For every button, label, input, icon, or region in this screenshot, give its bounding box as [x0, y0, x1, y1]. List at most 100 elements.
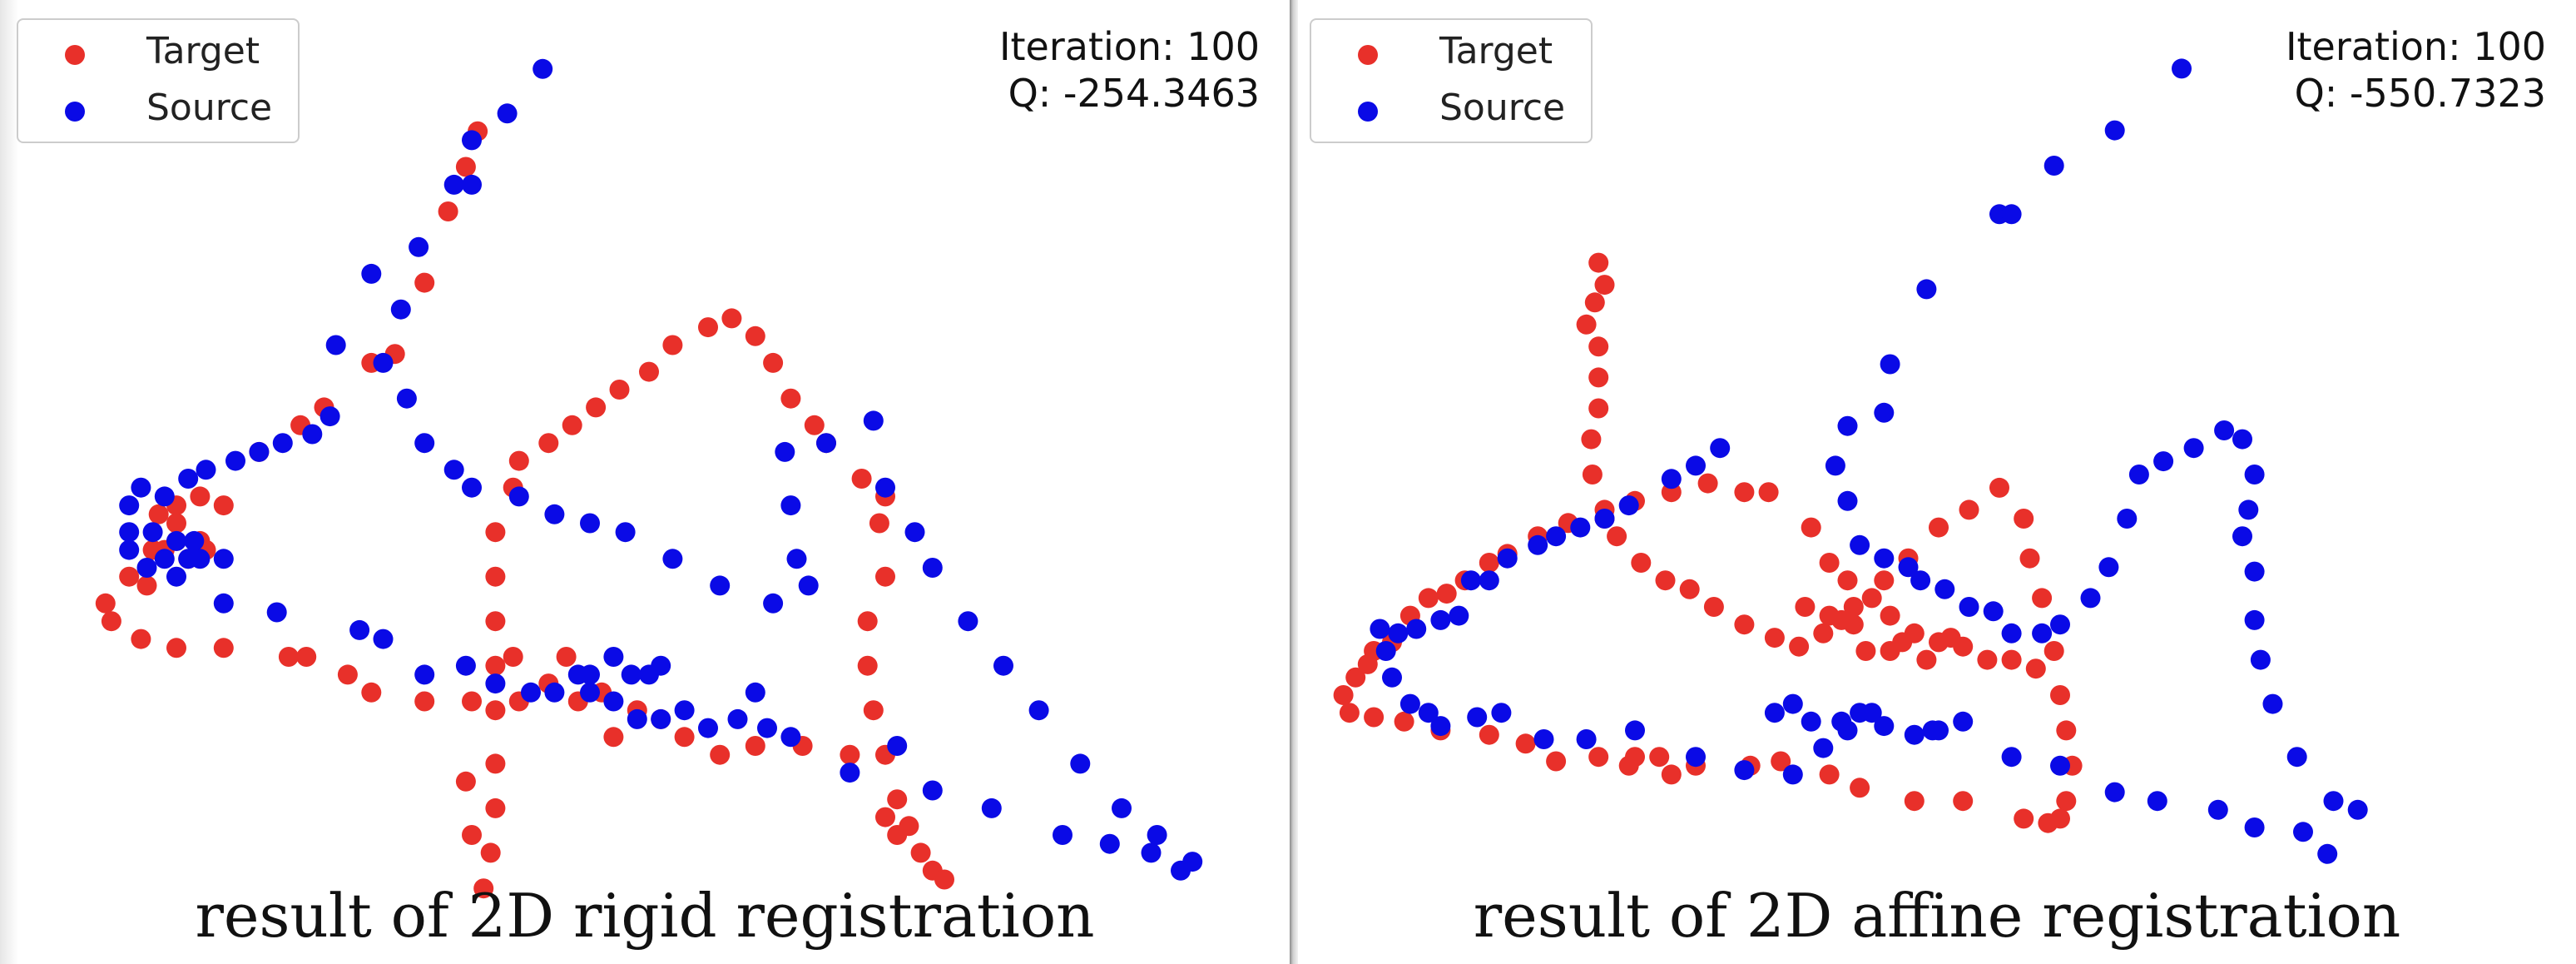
- target-point: [562, 415, 582, 435]
- target-point: [869, 513, 889, 534]
- source-point: [1929, 720, 1949, 741]
- source-point: [544, 504, 565, 524]
- source-point: [1491, 703, 1512, 723]
- target-point: [1345, 667, 1366, 688]
- panel-divider: [1290, 0, 1298, 964]
- target-point: [1892, 632, 1913, 653]
- source-point: [1959, 597, 1979, 617]
- target-point: [2043, 641, 2064, 661]
- source-point: [627, 708, 647, 729]
- source-point: [396, 388, 417, 409]
- target-point: [1989, 477, 2009, 498]
- target-point: [556, 647, 577, 667]
- target-point: [840, 744, 860, 765]
- target-point: [780, 388, 801, 409]
- target-point: [485, 655, 506, 676]
- source-point: [2080, 588, 2101, 609]
- source-point: [497, 103, 518, 124]
- rigid-registration-panel: Target Source Iteration: 100 Q: -254.3463…: [0, 0, 1260, 964]
- source-point: [325, 335, 346, 355]
- source-point: [213, 549, 234, 569]
- source-point: [2207, 799, 2228, 820]
- source-point: [1171, 860, 1191, 881]
- left-edge-shade: [0, 0, 18, 964]
- source-point: [196, 460, 216, 480]
- source-point: [875, 477, 895, 498]
- affine-scatter-plot: [1333, 58, 2368, 864]
- source-point: [119, 522, 140, 543]
- target-point: [119, 566, 140, 587]
- target-point: [2025, 658, 2046, 679]
- source-point: [2244, 817, 2265, 837]
- source-point: [958, 611, 978, 632]
- target-point: [296, 647, 317, 667]
- target-point: [1874, 570, 1895, 591]
- source-point: [2050, 614, 2070, 635]
- source-point: [1370, 619, 1390, 639]
- source-point: [580, 682, 600, 703]
- target-point: [166, 638, 186, 658]
- source-point: [1910, 570, 1931, 591]
- target-point: [2014, 509, 2034, 529]
- target-point: [1801, 517, 1821, 538]
- target-point: [887, 789, 908, 810]
- target-point: [1880, 605, 1900, 626]
- target-point: [1819, 553, 1840, 573]
- target-point: [1679, 579, 1700, 599]
- target-point: [101, 611, 121, 632]
- target-point: [455, 771, 476, 792]
- source-point: [2244, 561, 2265, 582]
- target-point: [698, 317, 718, 338]
- source-point: [462, 130, 482, 151]
- target-point: [1588, 367, 1609, 388]
- source-point: [2286, 747, 2307, 768]
- source-point: [508, 486, 529, 507]
- source-point: [213, 593, 234, 614]
- target-point: [1959, 499, 1979, 520]
- target-point: [473, 878, 494, 899]
- target-point: [1364, 707, 1385, 728]
- caption: result of 2D affine registration: [1473, 881, 2401, 951]
- target-series: [95, 121, 954, 899]
- source-point: [2001, 623, 2022, 643]
- target-point: [131, 629, 151, 649]
- target-point: [1697, 473, 1718, 494]
- target-point: [1436, 584, 1457, 604]
- target-point: [2056, 791, 2077, 812]
- source-point: [1533, 729, 1554, 749]
- source-point: [1141, 842, 1162, 863]
- source-point: [2001, 204, 2022, 225]
- target-point: [1588, 398, 1609, 419]
- iteration-annotation: Iteration: 100 Q: -254.3463: [999, 23, 1260, 117]
- source-point: [1528, 534, 1548, 555]
- source-point: [1813, 738, 1834, 758]
- target-point: [166, 513, 186, 534]
- target-point: [213, 495, 234, 516]
- source-point: [863, 410, 884, 431]
- target-point: [857, 655, 878, 676]
- source-point: [184, 530, 205, 551]
- target-point: [503, 647, 523, 667]
- source-point: [1916, 279, 1937, 300]
- source-point: [2117, 509, 2138, 529]
- source-point: [178, 549, 199, 569]
- source-point: [2147, 791, 2167, 812]
- target-point: [485, 522, 506, 543]
- source-point: [455, 655, 476, 676]
- target-point: [508, 450, 529, 471]
- target-point: [1855, 641, 1876, 661]
- target-point: [1631, 553, 1652, 573]
- caption: result of 2D rigid registration: [195, 881, 1095, 951]
- source-point: [1625, 720, 1645, 741]
- target-point: [1977, 649, 1998, 670]
- target-point: [455, 157, 476, 177]
- source-point: [266, 602, 287, 623]
- target-point: [851, 469, 872, 489]
- target-point: [414, 691, 435, 712]
- target-point: [934, 869, 954, 890]
- target-point: [480, 842, 501, 863]
- source-point: [1898, 557, 1919, 578]
- source-point: [390, 299, 411, 320]
- source-point: [1953, 711, 1974, 732]
- source-point: [119, 539, 140, 560]
